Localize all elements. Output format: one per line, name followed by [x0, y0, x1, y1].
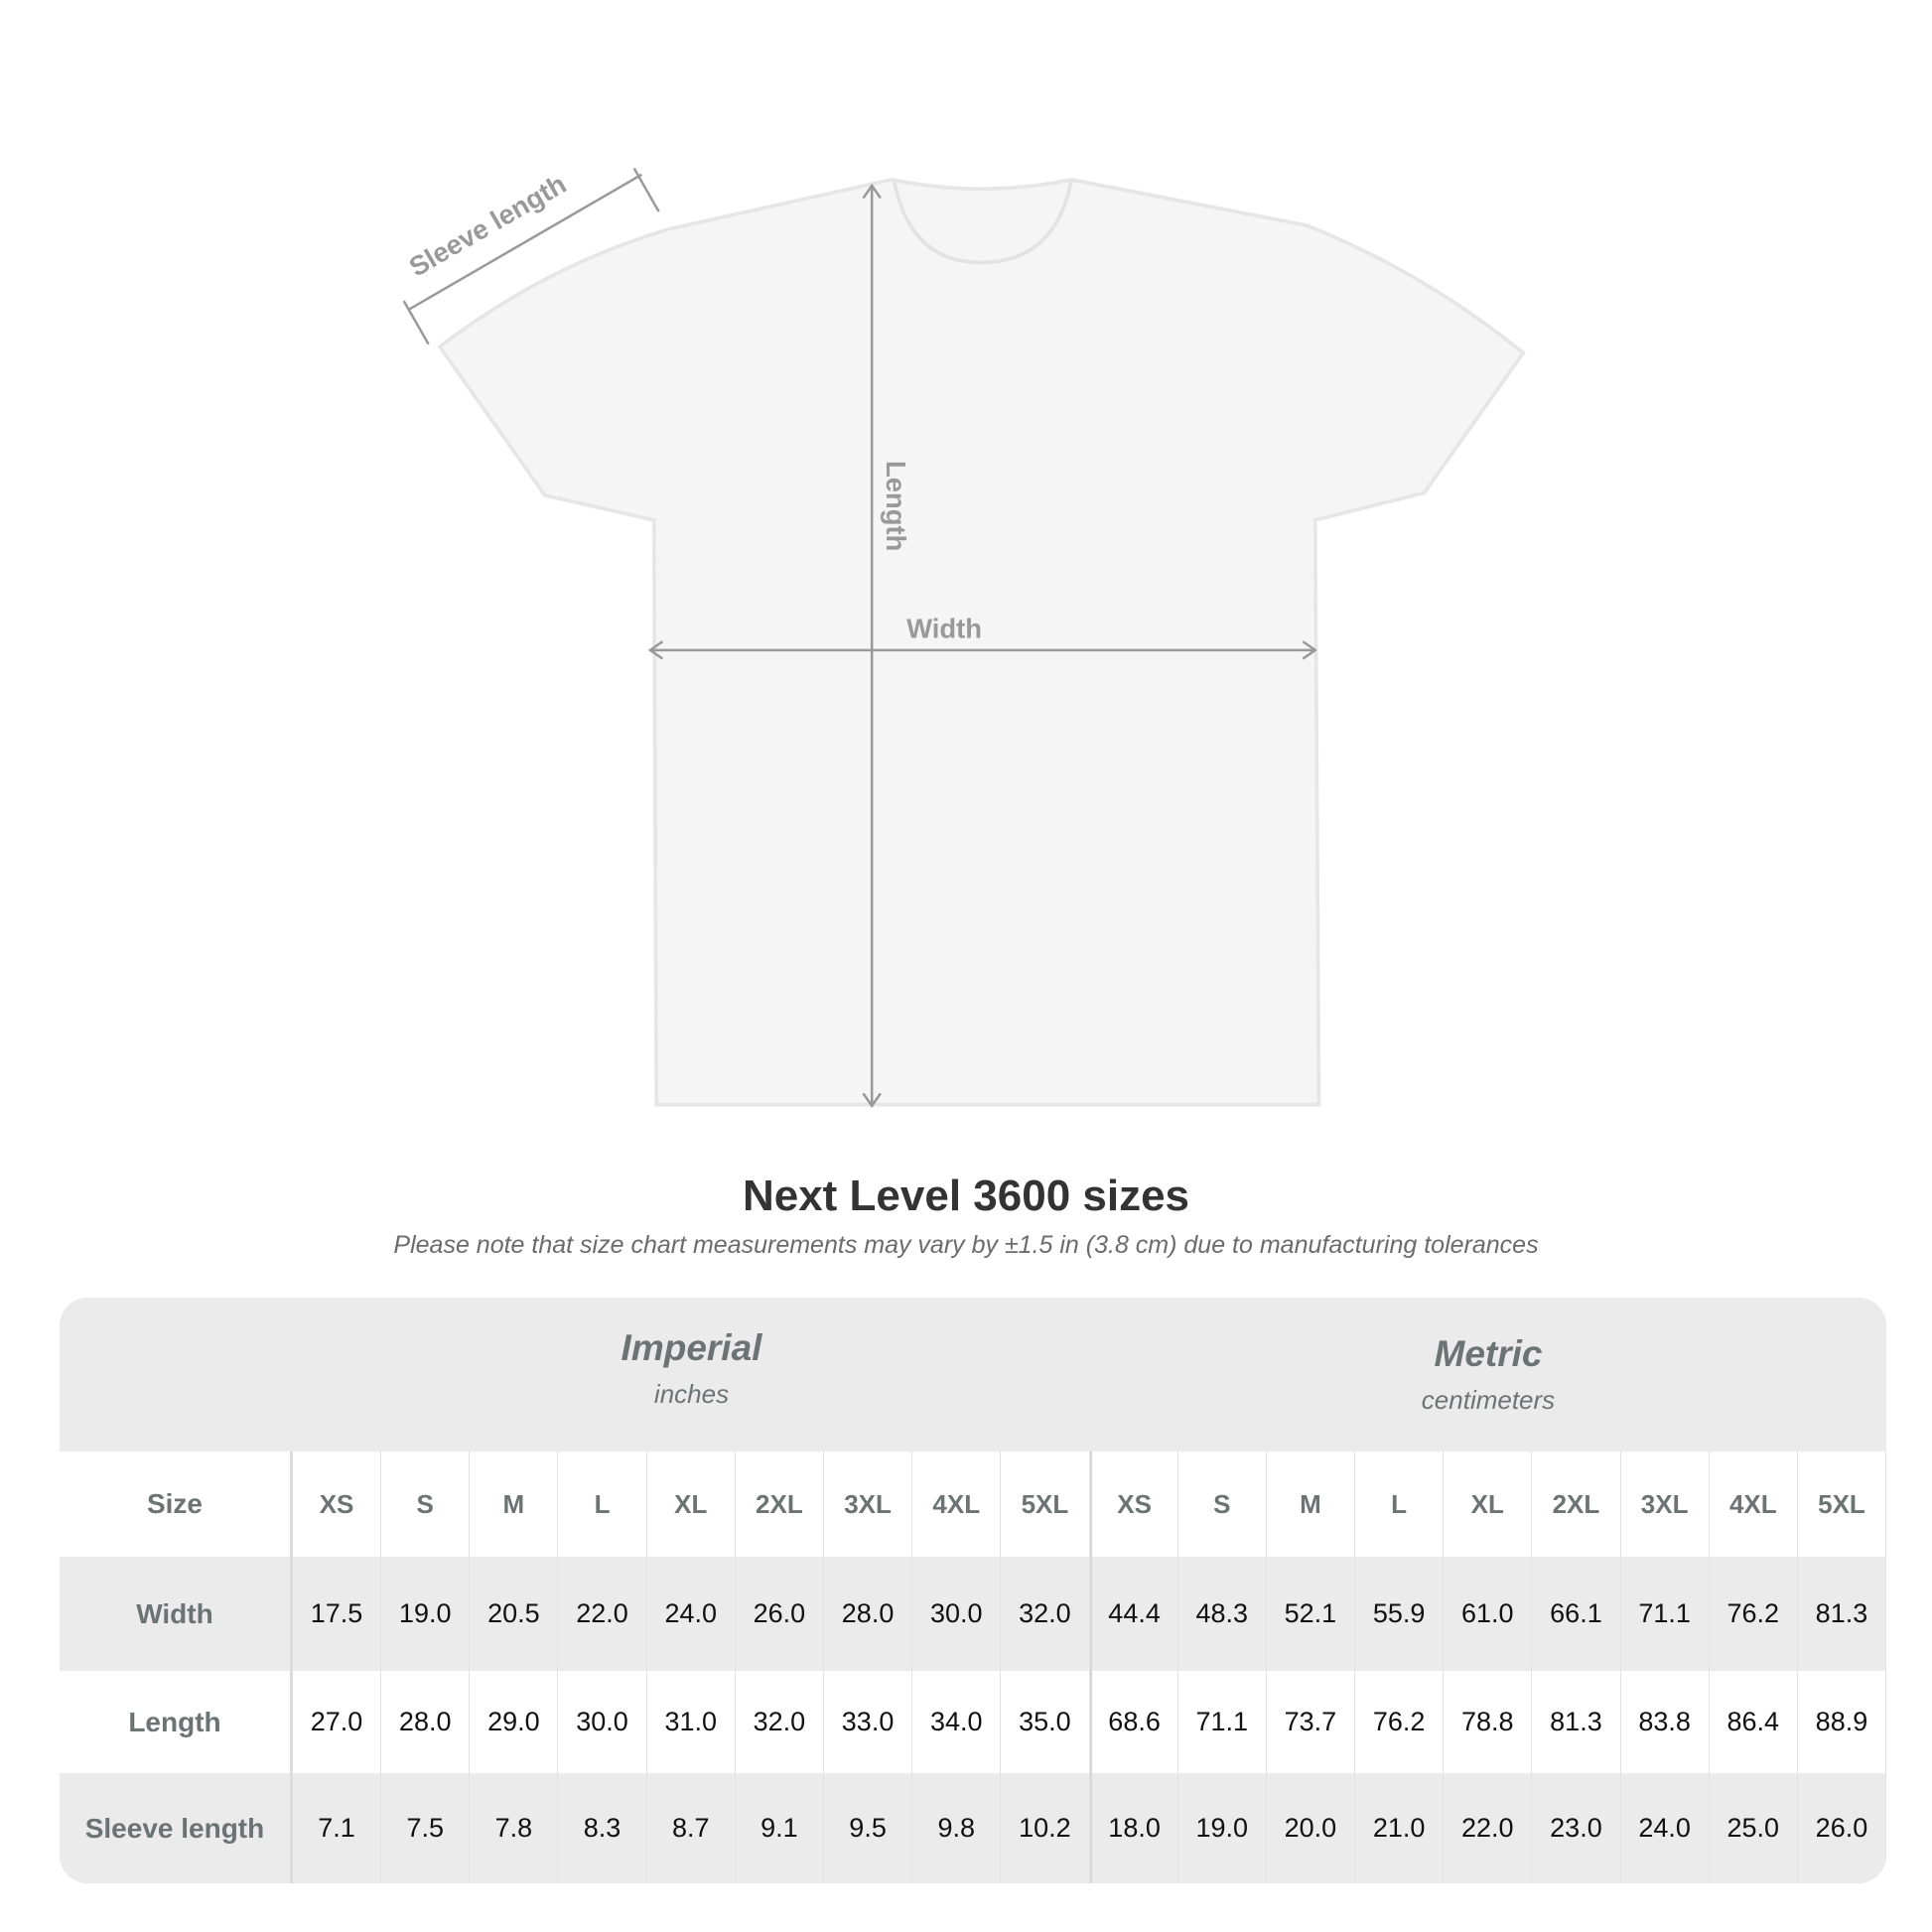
length-label: Length: [881, 461, 911, 551]
table-cell: 17.5: [293, 1557, 382, 1671]
table-cell: 9.5: [824, 1773, 913, 1883]
tolerance-note: Please note that size chart measurements…: [393, 1231, 1539, 1259]
table-cell: 26.0: [736, 1557, 824, 1671]
table-cell: 33.0: [824, 1671, 913, 1773]
table-cell: 21.0: [1355, 1773, 1445, 1883]
table-cell: 27.0: [293, 1671, 382, 1773]
table-cell: L: [558, 1451, 647, 1557]
table-cell: 23.0: [1532, 1773, 1621, 1883]
row-label: Length: [60, 1671, 293, 1773]
metric-unit: centimeters: [1421, 1385, 1556, 1415]
table-cell: 88.9: [1798, 1671, 1886, 1773]
table-cell: XS: [1089, 1451, 1178, 1557]
row-label: Width: [60, 1557, 293, 1671]
table-cell: 8.3: [558, 1773, 647, 1883]
width-row: Width 17.5 19.0 20.5 22.0 24.0 26.0 28.0 30.0 32.…: [60, 1557, 1886, 1671]
tshirt-diagram: Sleeve length Length Width: [402, 168, 1526, 1109]
table-cell: 2XL: [1532, 1451, 1621, 1557]
width-label: Width: [906, 613, 982, 643]
table-cell: XL: [1444, 1451, 1533, 1557]
table-cell: 73.7: [1267, 1671, 1356, 1773]
table-cell: 10.2: [1001, 1773, 1090, 1883]
table-cell: 19.0: [1178, 1773, 1267, 1883]
table-cell: 29.0: [470, 1671, 559, 1773]
table-cell: 81.3: [1532, 1671, 1621, 1773]
table-cell: 28.0: [381, 1671, 471, 1773]
table-cell: 3XL: [824, 1451, 913, 1557]
length-row: Length 27.0 28.0 29.0 30.0 31.0 32.0 33.0 34.0 35…: [60, 1671, 1886, 1773]
table-cell: 22.0: [1444, 1773, 1533, 1883]
table-cell: S: [1178, 1451, 1267, 1557]
table-cell: 61.0: [1444, 1557, 1533, 1671]
size-row: Size XS S M L XL 2XL 3XL 4XL 5XL XS S M L XL 2XL 3XL 4XL 5…: [60, 1451, 1886, 1557]
metric-header: Metric centimeters: [1090, 1298, 1886, 1451]
collar: [892, 180, 1073, 265]
table-cell: 66.1: [1532, 1557, 1621, 1671]
table-cell: 24.0: [647, 1557, 736, 1671]
table-cell: 20.5: [470, 1557, 559, 1671]
table-cell: 71.1: [1621, 1557, 1710, 1671]
tshirt-shape: [437, 177, 1526, 1107]
table-cell: 9.1: [736, 1773, 824, 1883]
table-cell: 4XL: [912, 1451, 1002, 1557]
sleeve-length-label: Sleeve length: [404, 168, 572, 282]
metric-label: Metric: [1434, 1333, 1543, 1374]
table-cell: L: [1355, 1451, 1445, 1557]
table-cell: 18.0: [1089, 1773, 1178, 1883]
page-title: Next Level 3600 sizes: [742, 1172, 1190, 1220]
table-cell: 78.8: [1444, 1671, 1533, 1773]
table-cell: 3XL: [1621, 1451, 1710, 1557]
table-cell: 7.8: [470, 1773, 559, 1883]
table-cell: 71.1: [1178, 1671, 1267, 1773]
table-cell: 83.8: [1621, 1671, 1710, 1773]
table-cell: 30.0: [558, 1671, 647, 1773]
table-cell: 76.2: [1710, 1557, 1798, 1671]
table-cell: 81.3: [1798, 1557, 1886, 1671]
table-cell: 32.0: [736, 1671, 824, 1773]
table-cell: 7.1: [293, 1773, 382, 1883]
table-cell: 7.5: [381, 1773, 471, 1883]
table-cell: S: [381, 1451, 471, 1557]
size-table: Imperial inches Metric centimeters Size X…: [60, 1298, 1886, 1883]
table-cell: 30.0: [912, 1557, 1002, 1671]
table-cell: M: [1267, 1451, 1356, 1557]
table-cell: XS: [293, 1451, 382, 1557]
table-cell: 25.0: [1710, 1773, 1798, 1883]
table-cell: 24.0: [1621, 1773, 1710, 1883]
table-cell: 31.0: [647, 1671, 736, 1773]
table-cell: 68.6: [1089, 1671, 1178, 1773]
sleeve-length-row: Sleeve length 7.1 7.5 7.8 8.3 8.7 9.1 9.5 9.8 10.…: [60, 1773, 1886, 1883]
table-cell: 76.2: [1355, 1671, 1445, 1773]
table-cell: 20.0: [1267, 1773, 1356, 1883]
table-cell: 32.0: [1001, 1557, 1090, 1671]
table-cell: 2XL: [736, 1451, 824, 1557]
row-label: Sleeve length: [60, 1773, 293, 1883]
table-cell: 35.0: [1001, 1671, 1090, 1773]
imperial-header: Imperial inches: [293, 1298, 1090, 1451]
imperial-unit: inches: [653, 1379, 730, 1409]
table-cell: 26.0: [1798, 1773, 1886, 1883]
table-cell: 8.7: [647, 1773, 736, 1883]
table-cell: 22.0: [558, 1557, 647, 1671]
table-cell: 44.4: [1089, 1557, 1178, 1671]
table-cell: 52.1: [1267, 1557, 1356, 1671]
table-cell: XL: [647, 1451, 736, 1557]
sleeve-line: [408, 173, 642, 311]
table-cell: 86.4: [1710, 1671, 1798, 1773]
table-cell: 55.9: [1355, 1557, 1445, 1671]
imperial-label: Imperial: [621, 1327, 762, 1368]
table-cell: 48.3: [1178, 1557, 1267, 1671]
table-cell: 19.0: [381, 1557, 471, 1671]
table-cell: 9.8: [912, 1773, 1002, 1883]
table-cell: 5XL: [1798, 1451, 1886, 1557]
table-cell: 5XL: [1001, 1451, 1090, 1557]
table-cell: 34.0: [912, 1671, 1002, 1773]
table-cell: 4XL: [1710, 1451, 1798, 1557]
row-label: Size: [60, 1451, 293, 1557]
table-cell: M: [470, 1451, 559, 1557]
table-cell: 28.0: [824, 1557, 913, 1671]
